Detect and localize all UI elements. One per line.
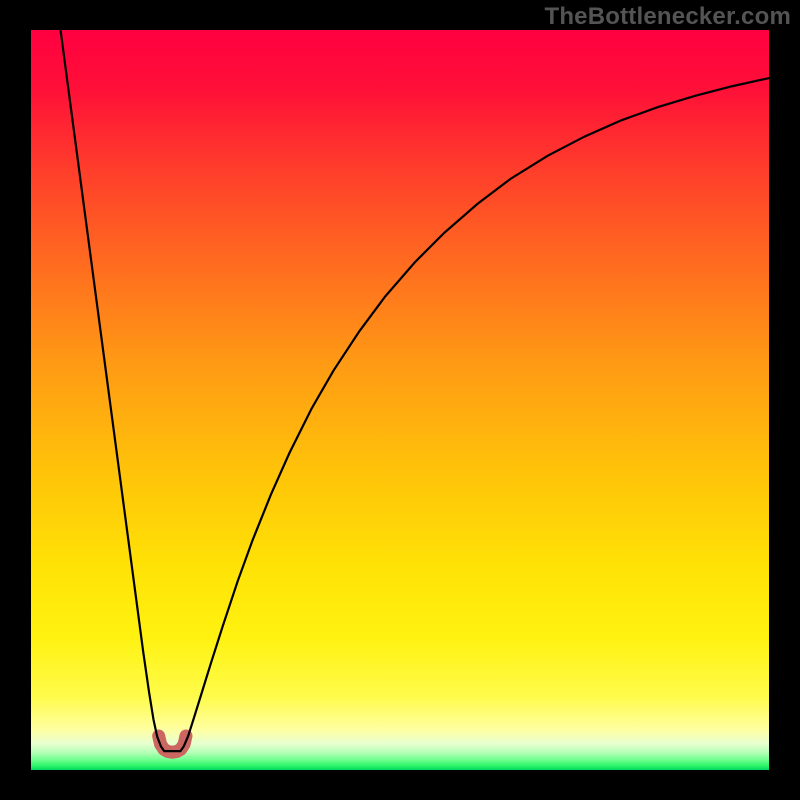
bottleneck-chart bbox=[31, 30, 769, 770]
watermark-text: TheBottlenecker.com bbox=[544, 3, 791, 31]
chart-background bbox=[31, 30, 769, 770]
figure-root: TheBottlenecker.com bbox=[0, 0, 800, 800]
